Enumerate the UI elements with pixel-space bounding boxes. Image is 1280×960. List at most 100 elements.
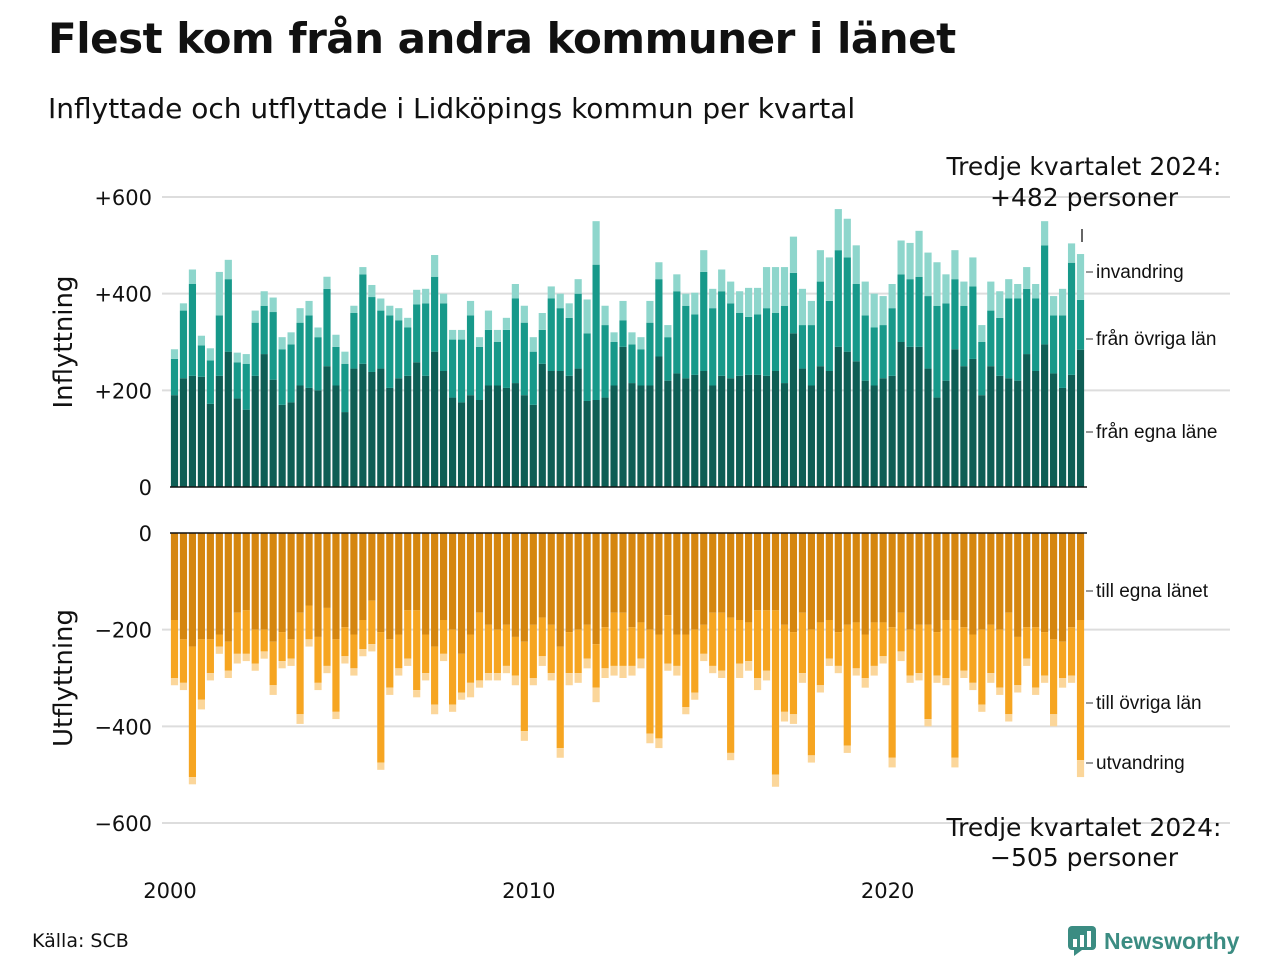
out-bar-2 <box>1076 620 1085 761</box>
in-bar-3 <box>529 337 537 352</box>
out-bar-3 <box>673 665 681 676</box>
out-bar-2 <box>780 624 789 712</box>
in-bar-2 <box>924 296 932 369</box>
in-bar-1 <box>386 387 394 487</box>
in-bar-2 <box>673 291 681 374</box>
in-bar-1 <box>538 363 546 487</box>
in-bar-3 <box>242 354 250 364</box>
in-bar-1 <box>969 358 977 487</box>
out-bar-1 <box>1058 533 1067 642</box>
in-bar-2 <box>753 314 762 375</box>
out-bar-3 <box>556 748 564 758</box>
out-bar-1 <box>583 533 591 625</box>
in-bar-2 <box>260 305 268 355</box>
in-bar-3 <box>448 329 457 340</box>
y-axis-title: Inflyttning <box>49 276 79 409</box>
out-bar-3 <box>924 719 932 727</box>
out-bar-1 <box>897 533 905 613</box>
in-bar-3 <box>843 218 851 258</box>
out-bar-1 <box>628 533 636 628</box>
out-bar-2 <box>843 624 851 746</box>
out-bar-3 <box>753 678 762 691</box>
in-bar-3 <box>296 308 304 323</box>
in-bar-3 <box>440 293 448 304</box>
newsworthy-logo-text: Newsworthy <box>1104 927 1240 954</box>
out-bar-3 <box>332 711 340 720</box>
out-bar-2 <box>897 612 905 652</box>
y-axis-title: Utflyttning <box>49 609 79 747</box>
out-bar-2 <box>727 617 735 753</box>
in-bar-3 <box>547 286 555 299</box>
out-bar-3 <box>287 658 295 666</box>
in-bar-2 <box>350 313 358 369</box>
out-bar-1 <box>807 533 815 630</box>
out-bar-1 <box>475 533 484 613</box>
in-bar-3 <box>718 269 726 292</box>
in-bar-3 <box>619 300 627 321</box>
in-bar-1 <box>323 366 331 487</box>
out-bar-1 <box>996 533 1004 630</box>
out-bar-2 <box>745 622 753 662</box>
out-bar-1 <box>368 533 376 601</box>
out-bar-3 <box>870 665 878 676</box>
out-bar-2 <box>296 612 304 715</box>
out-bar-2 <box>592 644 600 688</box>
out-bar-3 <box>718 670 726 678</box>
out-bar-1 <box>350 533 358 635</box>
in-bar-2 <box>897 274 905 342</box>
in-bar-3 <box>646 300 654 323</box>
in-bar-3 <box>816 250 824 282</box>
out-bar-3 <box>215 646 223 654</box>
out-bar-2 <box>987 624 995 674</box>
in-bar-1 <box>1058 387 1067 487</box>
out-bar-1 <box>664 533 672 616</box>
in-bar-3 <box>215 271 223 316</box>
out-bar-1 <box>197 533 205 640</box>
out-bar-1 <box>484 533 493 625</box>
in-bar-1 <box>592 400 600 487</box>
out-bar-3 <box>646 733 654 744</box>
chart-subtitle: Inflyttade och utflyttade i Lidköpings k… <box>48 92 856 125</box>
out-bar-1 <box>888 533 896 628</box>
in-bar-1 <box>843 351 851 487</box>
latest-quarter-annotation: −505 personer <box>990 843 1179 872</box>
out-bar-1 <box>637 533 645 623</box>
in-bar-3 <box>224 259 232 280</box>
out-bar-1 <box>1032 533 1040 628</box>
out-bar-2 <box>852 622 860 669</box>
out-bar-1 <box>341 533 349 628</box>
out-bar-3 <box>969 682 977 691</box>
in-bar-3 <box>1014 284 1022 299</box>
out-bar-1 <box>1023 533 1031 628</box>
out-bar-1 <box>314 533 322 637</box>
in-bar-2 <box>1032 298 1040 371</box>
out-bar-2 <box>1067 627 1076 676</box>
in-bar-2 <box>807 325 815 386</box>
out-bar-1 <box>852 533 860 623</box>
newsworthy-logo[interactable]: Newsworthy <box>1068 924 1239 958</box>
out-bar-2 <box>1041 632 1049 676</box>
in-bar-2 <box>287 344 295 403</box>
out-bar-2 <box>448 629 457 705</box>
out-bar-3 <box>996 687 1004 695</box>
in-bar-1 <box>978 395 986 487</box>
in-bar-2 <box>502 329 510 388</box>
out-bar-3 <box>1076 760 1085 778</box>
out-bar-3 <box>511 675 519 686</box>
in-bar-1 <box>798 368 807 487</box>
latest-quarter-annotation: Tredje kvartalet 2024: <box>946 152 1222 181</box>
out-bar-3 <box>314 682 322 691</box>
in-bar-1 <box>215 375 223 487</box>
out-bar-2 <box>610 612 618 666</box>
in-bar-1 <box>771 371 780 487</box>
in-bar-2 <box>879 325 887 379</box>
in-bar-1 <box>745 374 753 487</box>
out-bar-2 <box>556 646 564 749</box>
out-bar-3 <box>888 757 896 768</box>
out-bar-2 <box>978 629 986 705</box>
in-bar-3 <box>574 279 582 294</box>
in-bar-1 <box>897 342 905 487</box>
in-bar-2 <box>727 303 735 379</box>
in-bar-2 <box>484 329 493 386</box>
out-bar-3 <box>583 658 591 669</box>
